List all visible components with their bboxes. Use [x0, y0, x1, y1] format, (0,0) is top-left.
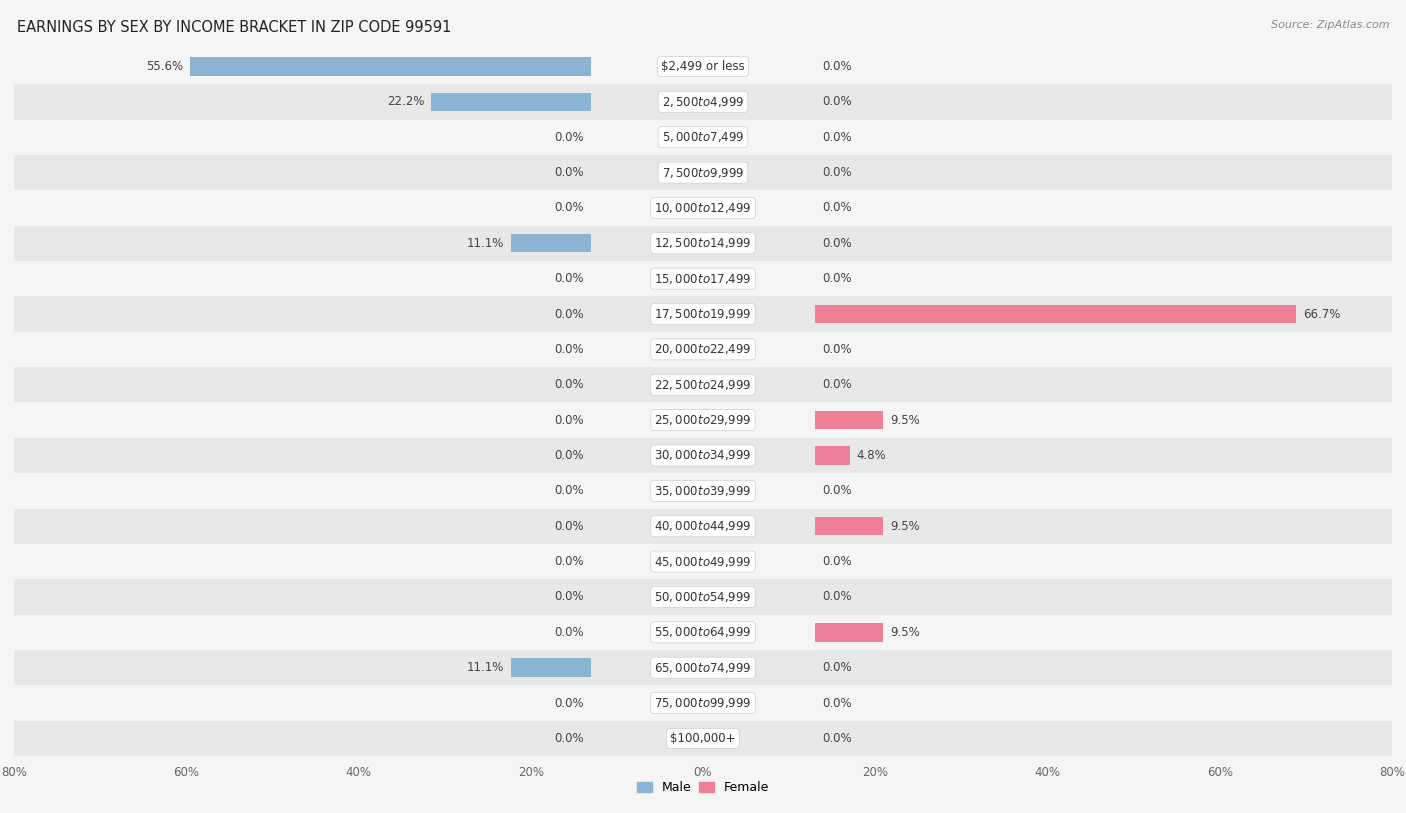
Bar: [815, 305, 1296, 324]
Bar: [430, 93, 591, 111]
Text: 4.8%: 4.8%: [856, 449, 886, 462]
Text: 0.0%: 0.0%: [554, 626, 583, 639]
Text: $2,499 or less: $2,499 or less: [661, 60, 745, 73]
Text: 0.0%: 0.0%: [823, 95, 852, 108]
Text: 0.0%: 0.0%: [554, 202, 583, 215]
Bar: [14, 509, 1392, 544]
Text: EARNINGS BY SEX BY INCOME BRACKET IN ZIP CODE 99591: EARNINGS BY SEX BY INCOME BRACKET IN ZIP…: [17, 20, 451, 35]
Bar: [14, 402, 1392, 437]
Bar: [14, 85, 1392, 120]
Bar: [14, 615, 1392, 650]
Bar: [14, 261, 1392, 297]
Text: 0.0%: 0.0%: [823, 697, 852, 710]
Text: 11.1%: 11.1%: [467, 661, 505, 674]
Bar: [14, 473, 1392, 509]
Text: 0.0%: 0.0%: [554, 485, 583, 498]
Bar: [14, 190, 1392, 226]
Bar: [190, 57, 591, 76]
Text: $35,000 to $39,999: $35,000 to $39,999: [654, 484, 752, 498]
Bar: [14, 544, 1392, 579]
Bar: [14, 685, 1392, 720]
Text: 66.7%: 66.7%: [1303, 307, 1340, 320]
Text: 0.0%: 0.0%: [823, 485, 852, 498]
Text: 0.0%: 0.0%: [823, 661, 852, 674]
Text: 22.2%: 22.2%: [387, 95, 425, 108]
Bar: [14, 49, 1392, 85]
Bar: [14, 226, 1392, 261]
Text: 0.0%: 0.0%: [554, 378, 583, 391]
Bar: [14, 650, 1392, 685]
Text: $7,500 to $9,999: $7,500 to $9,999: [662, 166, 744, 180]
Text: 0.0%: 0.0%: [823, 590, 852, 603]
Text: $45,000 to $49,999: $45,000 to $49,999: [654, 554, 752, 568]
Bar: [14, 367, 1392, 402]
Text: $100,000+: $100,000+: [671, 732, 735, 745]
Text: 0.0%: 0.0%: [554, 732, 583, 745]
Bar: [14, 297, 1392, 332]
Bar: [14, 720, 1392, 756]
Text: $75,000 to $99,999: $75,000 to $99,999: [654, 696, 752, 710]
Text: $55,000 to $64,999: $55,000 to $64,999: [654, 625, 752, 639]
Text: 0.0%: 0.0%: [823, 732, 852, 745]
Text: 0.0%: 0.0%: [554, 343, 583, 356]
Legend: Male, Female: Male, Female: [631, 776, 775, 799]
Bar: [815, 517, 883, 536]
Text: 0.0%: 0.0%: [823, 237, 852, 250]
Bar: [14, 332, 1392, 367]
Text: 0.0%: 0.0%: [554, 272, 583, 285]
Text: 0.0%: 0.0%: [554, 520, 583, 533]
Bar: [510, 659, 591, 677]
Text: 0.0%: 0.0%: [554, 449, 583, 462]
Text: 11.1%: 11.1%: [467, 237, 505, 250]
Text: $12,500 to $14,999: $12,500 to $14,999: [654, 237, 752, 250]
Text: $15,000 to $17,499: $15,000 to $17,499: [654, 272, 752, 285]
Text: 0.0%: 0.0%: [823, 166, 852, 179]
Text: 9.5%: 9.5%: [890, 414, 920, 427]
Text: 9.5%: 9.5%: [890, 626, 920, 639]
Text: 0.0%: 0.0%: [554, 590, 583, 603]
Text: 0.0%: 0.0%: [554, 697, 583, 710]
Text: 0.0%: 0.0%: [554, 166, 583, 179]
Bar: [815, 446, 849, 465]
Text: 0.0%: 0.0%: [823, 202, 852, 215]
Text: Source: ZipAtlas.com: Source: ZipAtlas.com: [1271, 20, 1389, 30]
Bar: [14, 437, 1392, 473]
Text: 0.0%: 0.0%: [554, 555, 583, 568]
Text: 9.5%: 9.5%: [890, 520, 920, 533]
Text: $65,000 to $74,999: $65,000 to $74,999: [654, 661, 752, 675]
Bar: [815, 411, 883, 429]
Text: 0.0%: 0.0%: [823, 60, 852, 73]
Text: 0.0%: 0.0%: [823, 555, 852, 568]
Text: $5,000 to $7,499: $5,000 to $7,499: [662, 130, 744, 144]
Text: $17,500 to $19,999: $17,500 to $19,999: [654, 307, 752, 321]
Text: 0.0%: 0.0%: [554, 307, 583, 320]
Text: 0.0%: 0.0%: [823, 378, 852, 391]
Text: 0.0%: 0.0%: [554, 414, 583, 427]
Text: 0.0%: 0.0%: [823, 272, 852, 285]
Text: 0.0%: 0.0%: [823, 343, 852, 356]
Text: $22,500 to $24,999: $22,500 to $24,999: [654, 378, 752, 392]
Text: 55.6%: 55.6%: [146, 60, 183, 73]
Bar: [14, 579, 1392, 615]
Text: $10,000 to $12,499: $10,000 to $12,499: [654, 201, 752, 215]
Text: $50,000 to $54,999: $50,000 to $54,999: [654, 590, 752, 604]
Text: $30,000 to $34,999: $30,000 to $34,999: [654, 449, 752, 463]
Text: $25,000 to $29,999: $25,000 to $29,999: [654, 413, 752, 427]
Text: $2,500 to $4,999: $2,500 to $4,999: [662, 95, 744, 109]
Text: $20,000 to $22,499: $20,000 to $22,499: [654, 342, 752, 356]
Text: 0.0%: 0.0%: [823, 131, 852, 144]
Bar: [510, 234, 591, 253]
Bar: [815, 623, 883, 641]
Bar: [14, 120, 1392, 155]
Bar: [14, 155, 1392, 190]
Text: 0.0%: 0.0%: [554, 131, 583, 144]
Text: $40,000 to $44,999: $40,000 to $44,999: [654, 520, 752, 533]
